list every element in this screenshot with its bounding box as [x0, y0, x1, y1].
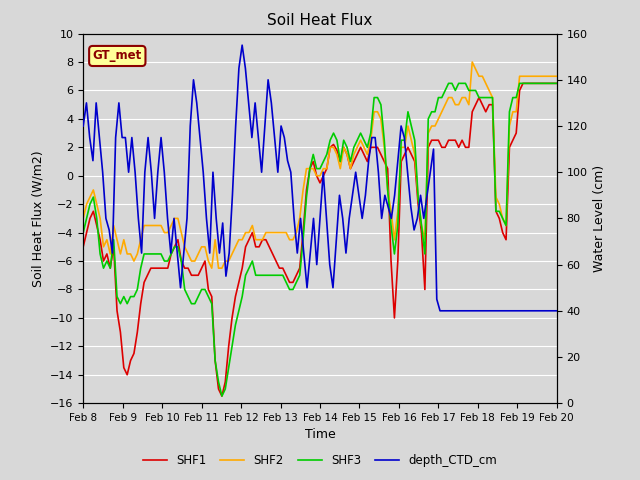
depth_CTD_cm	[79, 123, 87, 129]
SHF2	[536, 73, 544, 79]
depth_CTD_cm	[436, 308, 444, 314]
SHF1	[218, 393, 226, 399]
SHF1	[536, 81, 544, 86]
depth_CTD_cm	[232, 123, 239, 129]
SHF3	[106, 265, 114, 271]
depth_CTD_cm	[452, 308, 460, 314]
SHF3	[79, 230, 87, 236]
X-axis label: Time: Time	[305, 429, 335, 442]
SHF1	[485, 102, 493, 108]
SHF3	[499, 216, 506, 221]
SHF1	[553, 81, 561, 86]
Y-axis label: Soil Heat Flux (W/m2): Soil Heat Flux (W/m2)	[31, 150, 44, 287]
SHF3	[489, 95, 497, 100]
SHF3	[238, 294, 246, 300]
Title: Soil Heat Flux: Soil Heat Flux	[268, 13, 372, 28]
SHF2	[79, 216, 87, 221]
SHF2	[499, 216, 506, 221]
SHF1	[79, 244, 87, 250]
Line: SHF3: SHF3	[83, 84, 557, 396]
SHF2	[238, 237, 246, 242]
depth_CTD_cm	[342, 250, 350, 256]
depth_CTD_cm	[459, 308, 467, 314]
SHF2	[106, 251, 114, 257]
depth_CTD_cm	[238, 42, 246, 48]
SHF1	[495, 216, 503, 221]
SHF3	[445, 81, 452, 86]
depth_CTD_cm	[410, 227, 418, 233]
SHF3	[218, 393, 226, 399]
Line: SHF2: SHF2	[83, 62, 557, 268]
Legend: SHF1, SHF2, SHF3, depth_CTD_cm: SHF1, SHF2, SHF3, depth_CTD_cm	[138, 449, 502, 472]
SHF3	[83, 216, 90, 221]
Line: SHF1: SHF1	[83, 84, 557, 396]
SHF3	[553, 81, 561, 86]
Text: GT_met: GT_met	[93, 49, 142, 62]
SHF2	[83, 201, 90, 207]
SHF2	[489, 95, 497, 100]
SHF1	[238, 265, 246, 271]
SHF2	[553, 73, 561, 79]
SHF1	[83, 230, 90, 236]
depth_CTD_cm	[206, 250, 214, 256]
SHF2	[208, 265, 216, 271]
Y-axis label: Water Level (cm): Water Level (cm)	[593, 165, 606, 272]
SHF2	[468, 59, 476, 65]
Line: depth_CTD_cm: depth_CTD_cm	[83, 45, 557, 311]
SHF1	[106, 265, 114, 271]
SHF3	[536, 81, 544, 86]
SHF1	[519, 81, 527, 86]
depth_CTD_cm	[553, 308, 561, 314]
